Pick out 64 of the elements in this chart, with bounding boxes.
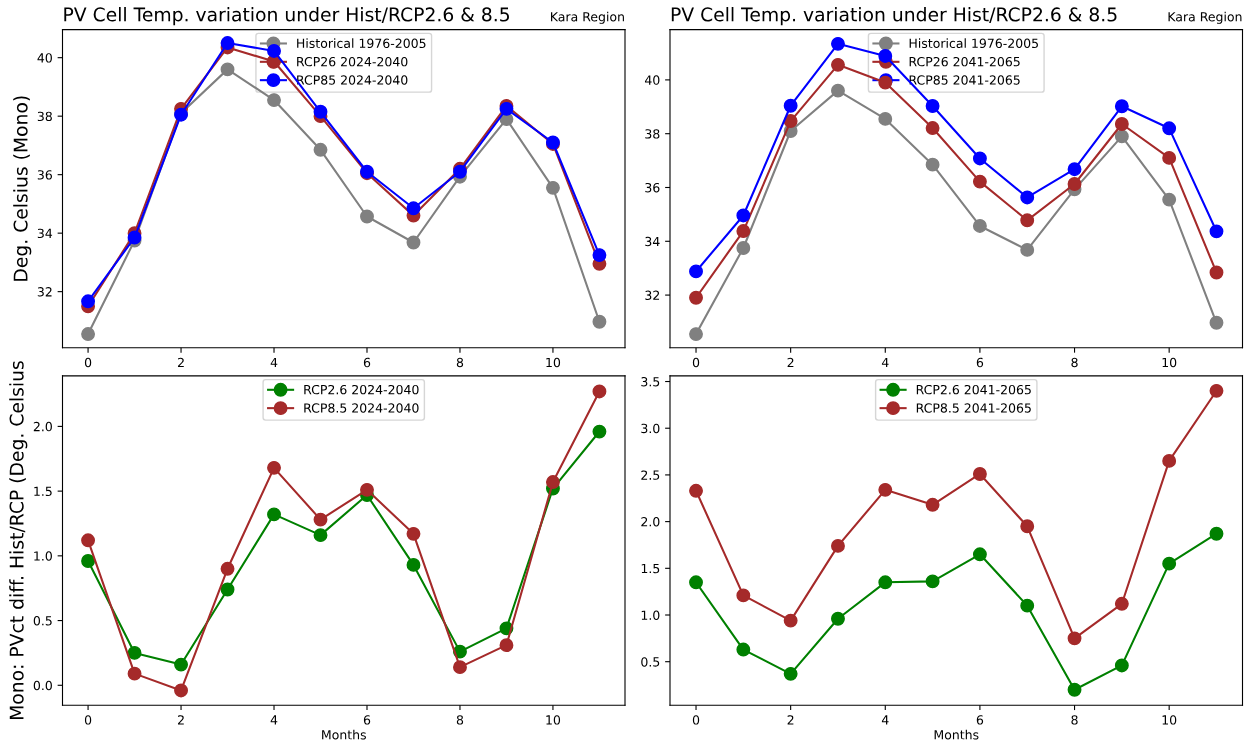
x-tick-label: 0: [84, 715, 92, 725]
y-tick-label: 34: [645, 236, 660, 247]
chart-title: PV Cell Temp. variation under Hist/RCP2.6 & 8.5: [64, 7, 510, 26]
y-tick-label: 32: [645, 290, 660, 301]
x-tick-label: 4: [270, 715, 278, 725]
x-tick-label: 0: [692, 715, 700, 725]
x-tick-label: 4: [881, 357, 889, 368]
y-tick-label: 38: [645, 129, 660, 139]
x-tick-label: 8: [456, 357, 464, 368]
x-tick-label: 6: [976, 715, 984, 725]
x-tick-label: 2: [177, 357, 184, 368]
legend-label: Historical 1976-2005: [909, 38, 1038, 49]
y-tick-label: 1.0: [34, 551, 52, 561]
x-tick-label: 0: [692, 357, 700, 368]
x-tick-label: 6: [363, 715, 371, 725]
legend-label: RCP26 2024-2040: [297, 56, 408, 67]
chart-title: PV Cell Temp. variation under Hist/RCP2.6 & 8.5: [671, 7, 1117, 26]
y-tick-label: 3.0: [641, 423, 660, 434]
x-axis-title: Months: [934, 729, 979, 740]
y-tick-label: 0.0: [33, 680, 52, 691]
legend-label: RCP2.6 2041-2065: [916, 384, 1031, 395]
y-tick-label: 40: [37, 53, 52, 63]
legend-label: RCP8.5 2041-2065: [916, 403, 1031, 413]
legend-label: RCP2.6 2024-2040: [304, 384, 419, 395]
y-tick-label: 34: [37, 228, 53, 239]
y-tick-label: 2.5: [641, 470, 660, 480]
x-tick-label: 6: [976, 357, 984, 368]
legend-label: RCP85 2041-2065: [909, 75, 1020, 85]
y-tick-label: 0.5: [641, 657, 660, 667]
y-tick-label: 40: [644, 75, 660, 85]
y-tick-label: 3.5: [641, 377, 660, 387]
y-tick-label: 2.0: [33, 421, 52, 432]
legend-label: RCP26 2041-2065: [909, 56, 1020, 67]
x-tick-label: 2: [787, 715, 794, 725]
y-tick-label: 2.0: [641, 517, 660, 527]
x-tick-label: 4: [881, 715, 889, 725]
x-tick-label: 8: [1071, 357, 1078, 368]
legend-label: Historical 1976-2005: [297, 38, 426, 49]
x-tick-label: 2: [787, 357, 794, 368]
x-tick-label: 8: [456, 715, 464, 725]
legend-label: RCP85 2024-2040: [297, 75, 408, 85]
x-tick-label: 4: [270, 357, 278, 368]
x-axis-title: Months: [322, 729, 366, 740]
y-tick-label: 36: [37, 170, 52, 180]
x-tick-label: 10: [546, 715, 561, 725]
x-tick-label: 0: [84, 357, 92, 368]
y-tick-label: 1.5: [34, 486, 52, 497]
text: Kara Region: [551, 11, 624, 24]
y-axis-title: Mono: PVct diff. Hist/RCP (Deg. Celsius: [9, 361, 28, 720]
y-tick-label: 32: [37, 287, 52, 297]
x-tick-label: 6: [363, 357, 371, 368]
x-tick-label: 2: [177, 715, 184, 725]
legend-label: RCP8.5 2024-2040: [304, 403, 419, 413]
y-tick-label: 0.5: [33, 616, 52, 626]
x-tick-label: 10: [1162, 357, 1177, 368]
y-tick-label: 36: [645, 182, 660, 193]
x-tick-label: 8: [1071, 715, 1078, 725]
x-tick-label: 10: [546, 357, 561, 368]
x-tick-label: 10: [1162, 715, 1177, 725]
text: Kara Region: [1168, 11, 1242, 24]
y-tick-label: 38: [37, 111, 52, 122]
y-tick-label: 1.0: [641, 610, 660, 620]
y-tick-label: 1.5: [641, 563, 660, 574]
y-axis-title: Deg. Celsius (Mono): [13, 96, 32, 281]
